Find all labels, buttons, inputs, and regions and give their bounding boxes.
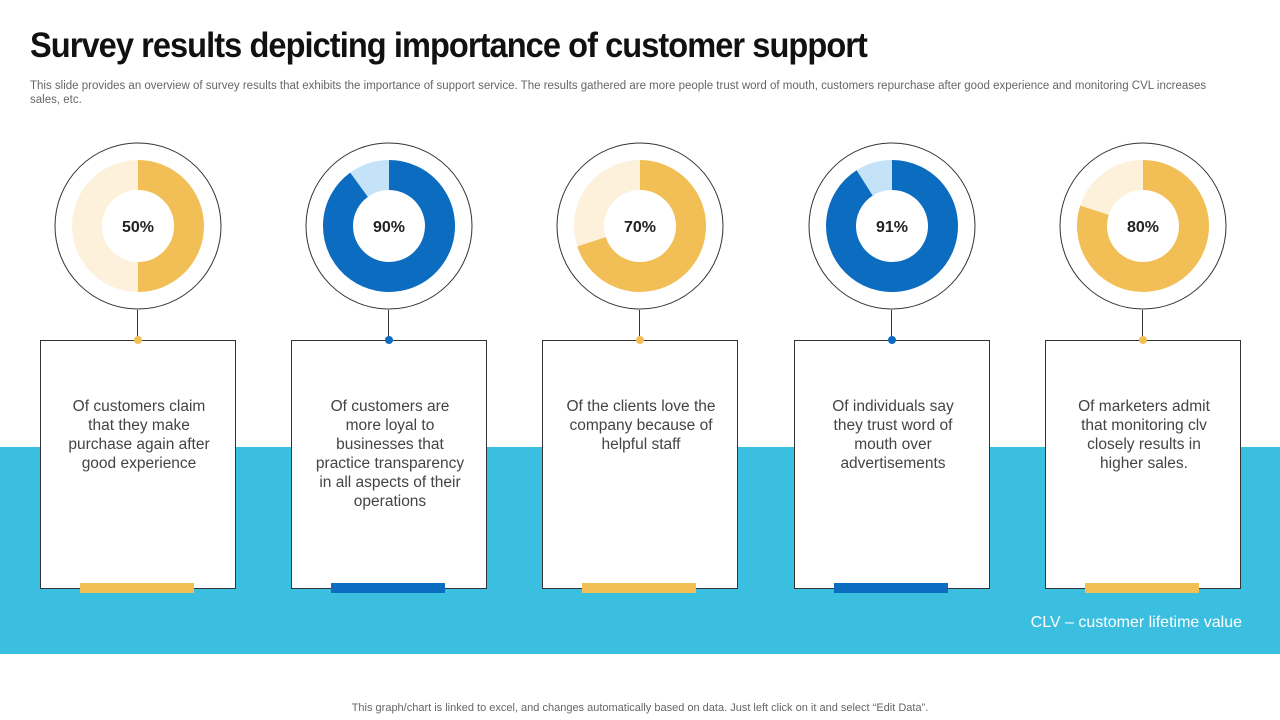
- accent-bar: [834, 583, 948, 593]
- connector-dot: [1139, 336, 1147, 344]
- percent-label: 80%: [1127, 219, 1159, 236]
- donut-slice-remaining[interactable]: [350, 160, 390, 198]
- description-text: Of individuals say they trust word of mo…: [832, 398, 954, 472]
- connector-dot: [636, 336, 644, 344]
- connector-line: [891, 310, 892, 340]
- clv-note: CLV – customer lifetime value: [1030, 614, 1242, 631]
- connector-line: [388, 310, 389, 340]
- donut-chart[interactable]: 90%: [304, 142, 474, 312]
- connector-line: [1142, 310, 1143, 340]
- donut-slice-remaining[interactable]: [856, 160, 893, 197]
- donut-slice-remaining[interactable]: [72, 160, 139, 292]
- connector-dot: [385, 336, 393, 344]
- donut-slice-remaining[interactable]: [1080, 160, 1144, 216]
- page-subtitle: This slide provides an overview of surve…: [30, 80, 1207, 106]
- stat-card-4: 91% Of individuals say they trust word of…: [794, 142, 990, 594]
- accent-bar: [582, 583, 696, 593]
- description-text: Of customers claim that they make purcha…: [68, 398, 210, 472]
- percent-label: 91%: [876, 219, 908, 236]
- stat-card-1: 50% Of customers claim that they make pur…: [40, 142, 236, 594]
- description-card: Of individuals say they trust word of mo…: [794, 340, 990, 589]
- accent-bar: [1085, 583, 1199, 593]
- donut-slice-remaining[interactable]: [574, 160, 641, 247]
- donut-slice-share[interactable]: [323, 160, 455, 292]
- connector-line: [639, 310, 640, 340]
- donut-chart[interactable]: 70%: [555, 142, 725, 312]
- description-text: Of marketers admit that monitoring clv c…: [1078, 398, 1210, 472]
- percent-label: 90%: [373, 219, 405, 236]
- description-text: Of the clients love the company because …: [566, 398, 716, 453]
- donut-slice-share[interactable]: [577, 160, 706, 292]
- description-text: Of customers are more loyal to businesse…: [315, 398, 465, 510]
- connector-dot: [134, 336, 142, 344]
- footer-note: This graph/chart is linked to excel, and…: [351, 702, 929, 714]
- donut-chart[interactable]: 80%: [1058, 142, 1228, 312]
- description-card: Of the clients love the company because …: [542, 340, 738, 589]
- percent-label: 50%: [122, 219, 154, 236]
- accent-bar: [331, 583, 445, 593]
- description-card: Of marketers admit that monitoring clv c…: [1045, 340, 1241, 589]
- donut-chart[interactable]: 50%: [53, 142, 223, 312]
- stat-card-5: 80% Of marketers admit that monitoring cl…: [1045, 142, 1241, 594]
- connector-dot: [888, 336, 896, 344]
- donut-slice-share[interactable]: [137, 160, 204, 292]
- description-card: Of customers are more loyal to businesse…: [291, 340, 487, 589]
- page-title: Survey results depicting importance of c…: [30, 26, 868, 65]
- stat-card-3: 70% Of the clients love the company becau…: [542, 142, 738, 594]
- percent-label: 70%: [624, 219, 656, 236]
- accent-bar: [80, 583, 194, 593]
- description-card: Of customers claim that they make purcha…: [40, 340, 236, 589]
- donut-slice-share[interactable]: [826, 160, 958, 292]
- donut-slice-share[interactable]: [1077, 160, 1209, 292]
- connector-line: [137, 310, 138, 340]
- stat-card-2: 90% Of customers are more loyal to busine…: [291, 142, 487, 594]
- donut-chart[interactable]: 91%: [807, 142, 977, 312]
